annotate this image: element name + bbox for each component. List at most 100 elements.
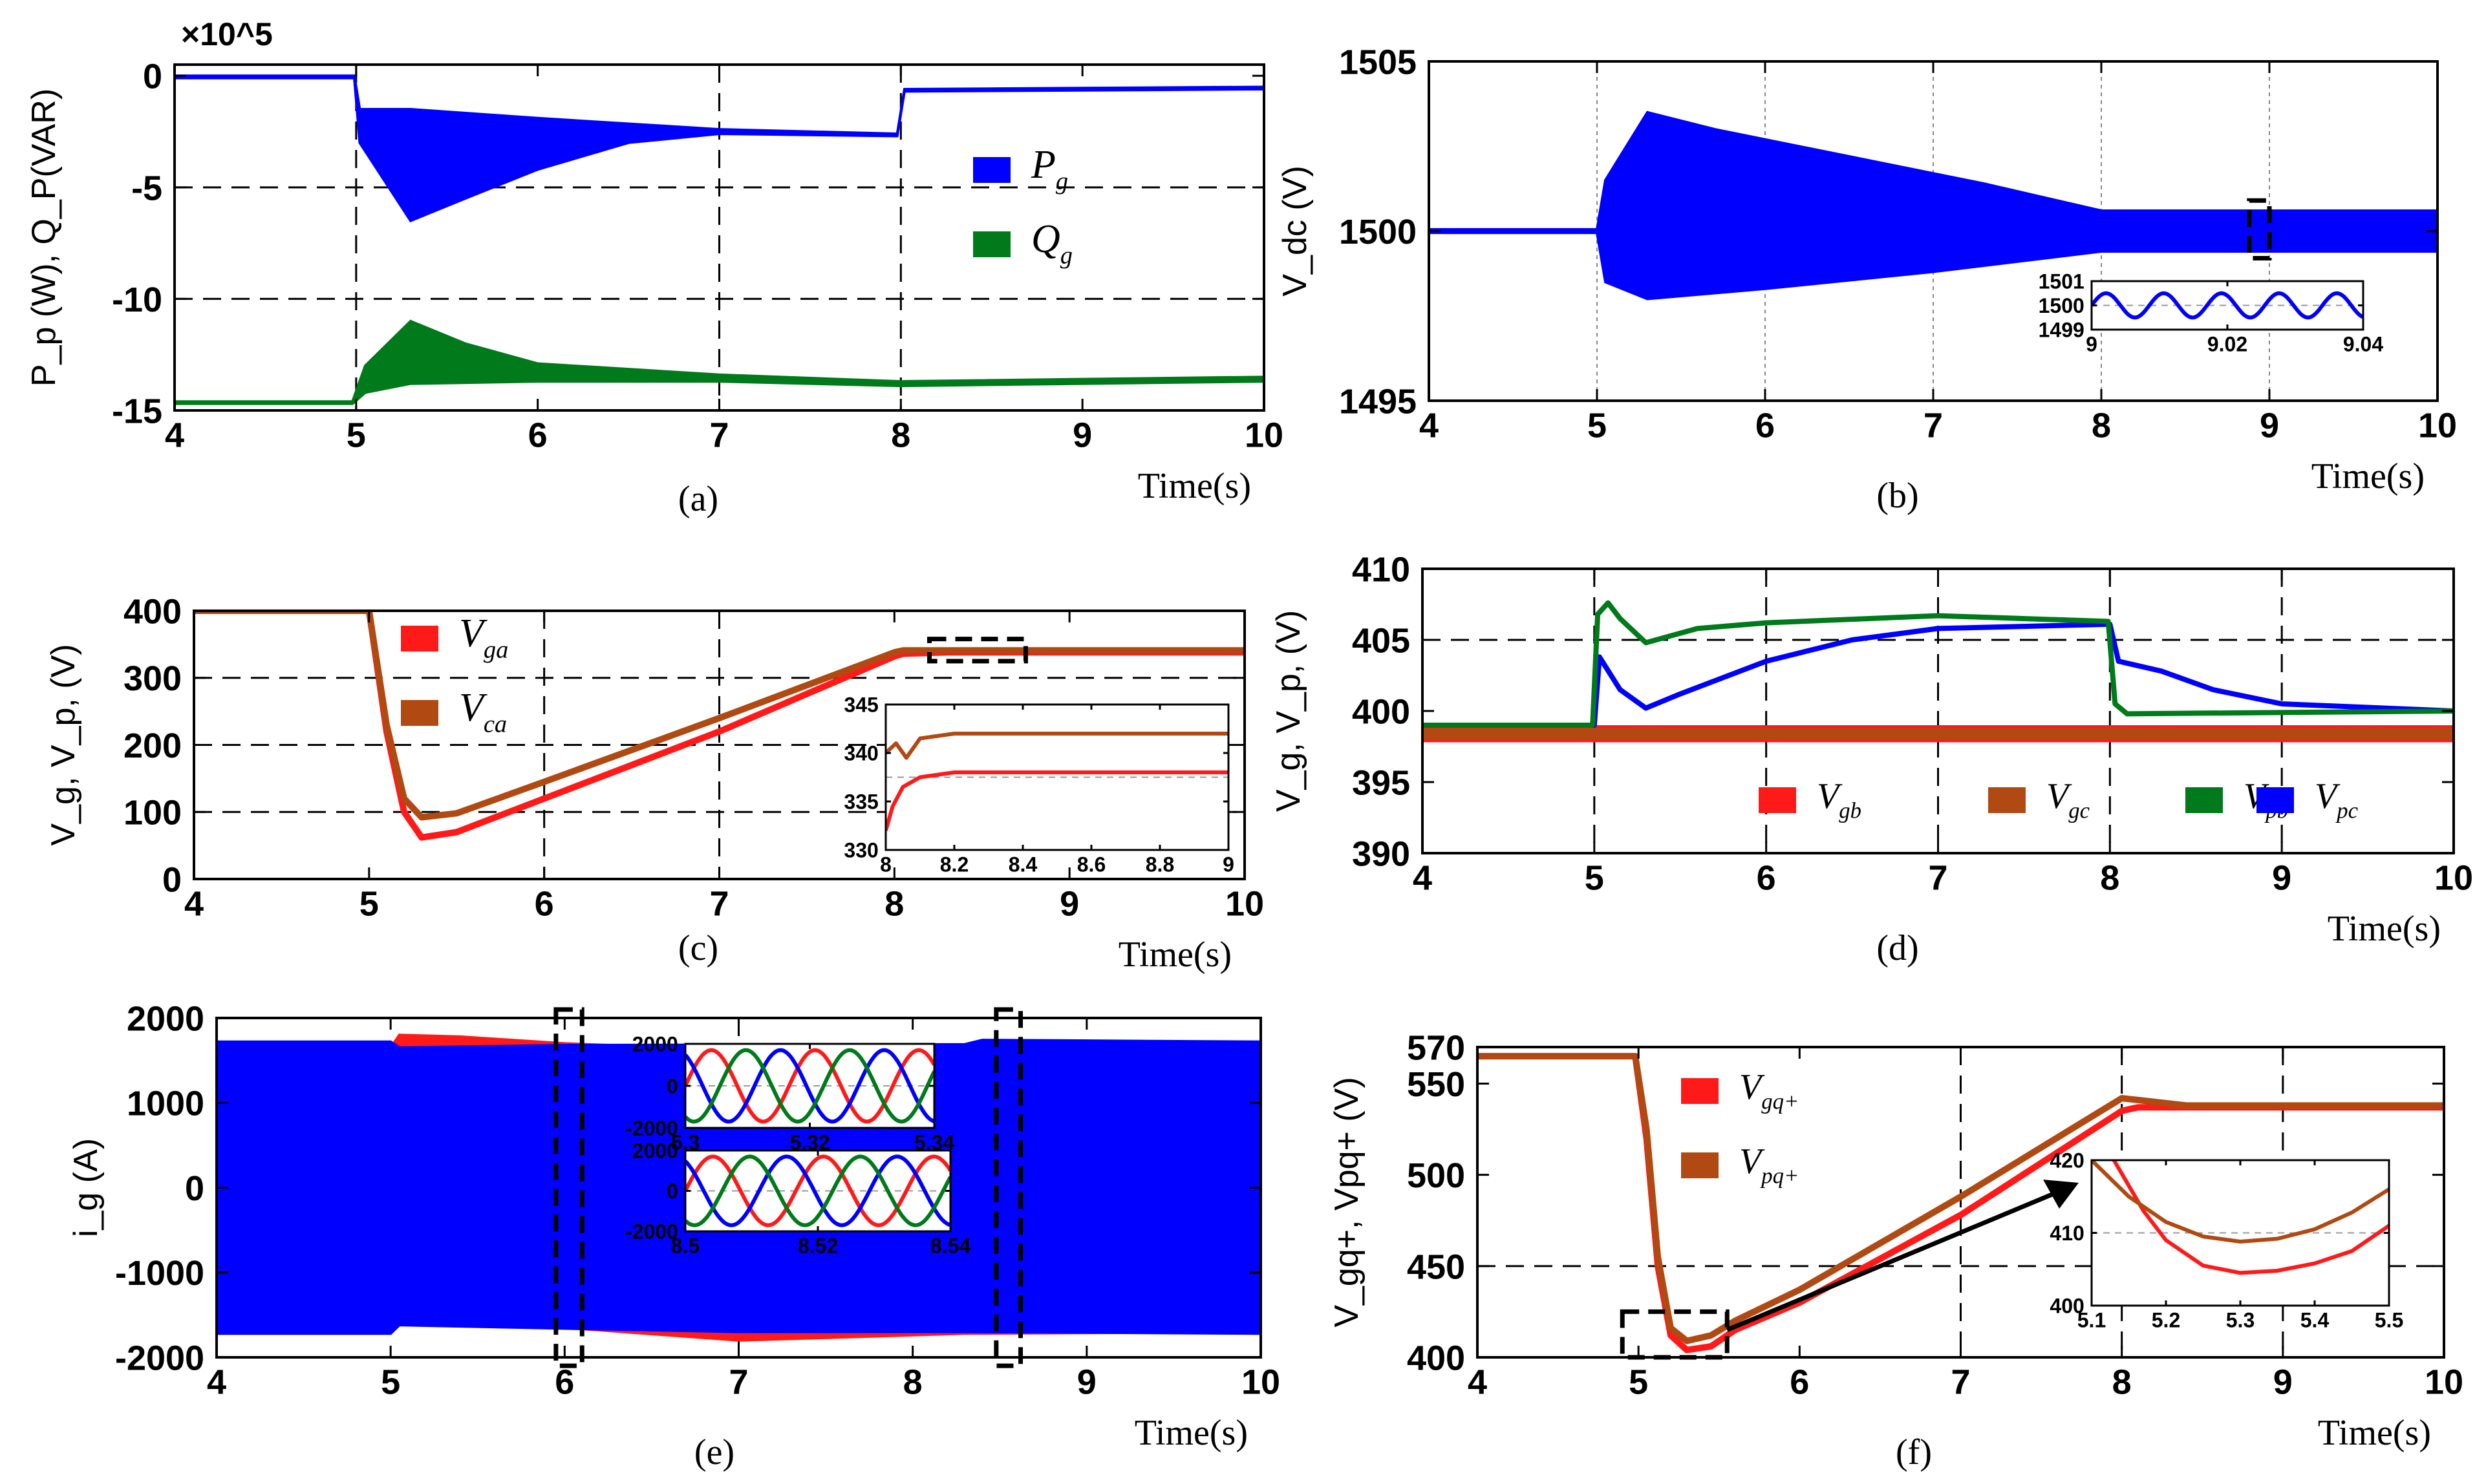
y-tick-label: -10 <box>112 281 162 319</box>
x-tick-label: 4 <box>1419 407 1439 445</box>
axes-frame <box>684 1043 936 1129</box>
axes-frame <box>215 1017 1262 1359</box>
y-axis-label: V_g, V_p, (V) <box>45 644 82 845</box>
y-tick-label: 0 <box>185 1169 204 1208</box>
legend-swatch <box>2185 787 2223 813</box>
y-axis-label: i_g (A) <box>67 1138 105 1237</box>
series-v-dc <box>1429 111 2438 301</box>
inset: 8 8.2 8.4 8.6 8.8 9 330 335 340 345 <box>844 694 1234 876</box>
y-tick-label: 330 <box>844 839 878 862</box>
y-tick-label: 0 <box>143 58 162 96</box>
x-tick-label: 9 <box>1060 885 1079 924</box>
y-tick-label: 1505 <box>1339 43 1417 81</box>
x-tick-label: 5 <box>359 885 379 924</box>
x-tick-label: 9.02 <box>2207 333 2247 356</box>
series-v-ca <box>886 732 1228 760</box>
legend-label-base: V <box>459 611 488 655</box>
inset-plot <box>2092 291 2363 320</box>
legend-swatch <box>2256 787 2294 813</box>
zoom-arrow <box>1726 1183 2073 1332</box>
x-axis-label: Time(s) <box>2328 909 2441 949</box>
y-tick-label: 340 <box>844 742 878 765</box>
y-tick-label: 2000 <box>632 1033 678 1056</box>
series-i-gc <box>685 1154 950 1227</box>
series-v-ca <box>194 611 1245 821</box>
legend-label-base: V <box>459 686 488 730</box>
x-tick-label: 6 <box>555 1363 574 1402</box>
x-tick-label: 4 <box>207 1363 226 1402</box>
x-tick-label: 8 <box>2092 407 2111 445</box>
series-q-g <box>175 319 1264 405</box>
series-v-pb <box>1422 600 2454 728</box>
x-tick-label: 8.5 <box>671 1235 700 1258</box>
series-i-gb <box>685 1048 934 1124</box>
x-tick-label: 8.52 <box>798 1235 838 1258</box>
legend-label: Vca <box>459 686 507 737</box>
x-tick-label: 8 <box>903 1363 923 1402</box>
x-tick-label: 8.8 <box>1146 853 1174 876</box>
panel-label: (d) <box>1876 928 1918 968</box>
legend-label-sub: g <box>1060 242 1073 269</box>
legend-swatch <box>973 157 1011 183</box>
axes-frame <box>193 610 1246 880</box>
legend-label-sub: gq+ <box>1761 1089 1799 1114</box>
legend-label-base: V <box>2315 776 2341 816</box>
axes-frame <box>1476 1046 2445 1359</box>
x-tick-label: 8.2 <box>940 853 969 876</box>
x-tick-label: 8 <box>891 416 910 455</box>
x-axis-label: Time(s) <box>1135 1413 1248 1453</box>
panel-label: (f) <box>1896 1432 1932 1472</box>
legend: Pg Qg <box>973 143 1073 269</box>
y-tick-label: 100 <box>123 794 182 832</box>
legend-item: Pg <box>973 143 1068 195</box>
x-tick-label: 4 <box>1468 1363 1487 1402</box>
y-tick-label: -2000 <box>625 1117 678 1140</box>
y-tick-label: 200 <box>123 726 182 765</box>
y-tick-label: 405 <box>1352 621 1410 660</box>
plot-area <box>1477 1053 2444 1353</box>
y-tick-label: 400 <box>1352 692 1410 731</box>
y-tick-label: 500 <box>1407 1156 1465 1195</box>
x-axis-label: Time(s) <box>2311 456 2425 496</box>
x-tick-label: 4 <box>184 885 204 924</box>
x-tick-label: 8.6 <box>1077 853 1106 876</box>
panel-label: (c) <box>678 928 718 968</box>
y-axis-label: V_gq+, Vpq+ (V) <box>1328 1077 1366 1327</box>
plot-area <box>194 611 1245 841</box>
legend-label-sub: pc <box>2335 798 2358 823</box>
x-tick-label: 9 <box>2272 859 2291 898</box>
series-p-g <box>175 74 1264 223</box>
x-tick-label: 7 <box>709 416 729 455</box>
legend-label: Vgq+ <box>1739 1067 1799 1114</box>
x-tick-label: 10 <box>2425 1363 2463 1402</box>
legend-label-base: P <box>1031 143 1056 187</box>
x-tick-label: 6 <box>1757 859 1776 898</box>
legend-item: Vga <box>401 611 508 663</box>
x-tick-label: 4 <box>165 416 184 455</box>
x-tick-label: 10 <box>1225 885 1264 924</box>
x-tick-label: 5 <box>381 1363 400 1402</box>
series-i-gc <box>685 1048 934 1124</box>
axes-frame <box>2090 1159 2390 1307</box>
y-tick-label: 400 <box>123 592 182 631</box>
x-tick-label: 5.4 <box>2300 1309 2330 1332</box>
legend-item: Vca <box>401 686 507 737</box>
x-tick-label: 7 <box>729 1363 748 1402</box>
legend-label-sub: gb <box>1839 798 1861 823</box>
legend-swatch <box>401 626 438 652</box>
legend: Vga Vca <box>401 611 508 737</box>
legend-item: Vgb <box>1759 776 1861 823</box>
legend-label-base: Q <box>1031 217 1060 261</box>
y-tick-label: 450 <box>1407 1247 1465 1286</box>
x-tick-label: 5.5 <box>2375 1309 2403 1332</box>
series-i-gb <box>685 1154 950 1227</box>
axes-frame <box>1428 60 2439 402</box>
legend-swatch <box>401 700 438 726</box>
x-tick-label: 5 <box>1587 407 1607 445</box>
series-v-gc <box>1422 728 2454 739</box>
inset-plot <box>2092 1160 2389 1275</box>
x-tick-label: 6 <box>1790 1363 1809 1402</box>
y-tick-label: -15 <box>112 392 162 430</box>
y-tick-label: 1500 <box>1339 213 1417 251</box>
legend: Vgq+Vpq+ <box>1681 1067 1799 1189</box>
